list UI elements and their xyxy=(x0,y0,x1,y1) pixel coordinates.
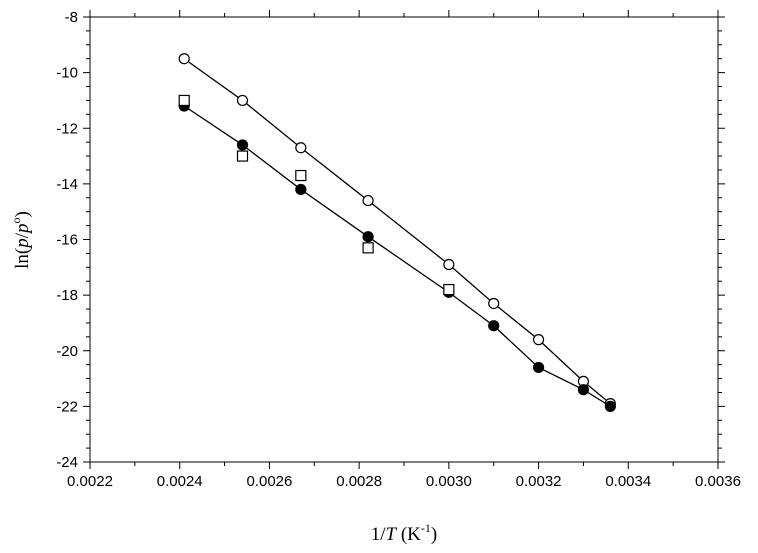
plot-frame xyxy=(89,16,719,463)
point xyxy=(604,400,616,412)
y-tick-label: -16 xyxy=(56,232,78,249)
y-label-part: / xyxy=(12,232,33,238)
point xyxy=(178,53,190,65)
x-tick-label: 0.0028 xyxy=(336,473,382,490)
point xyxy=(488,320,500,332)
x-label-part: 1/ xyxy=(371,524,387,545)
x-tick-label: 0.0022 xyxy=(67,473,113,490)
x-axis-label: 1/T (K-1) xyxy=(371,521,438,545)
point xyxy=(443,258,455,271)
x-label-part: T xyxy=(386,524,398,545)
x-tick-label: 0.0034 xyxy=(605,473,651,490)
y-tick-label: -10 xyxy=(56,65,78,82)
x-tick-label: 0.0024 xyxy=(157,473,203,490)
series-line xyxy=(183,58,611,405)
point xyxy=(236,139,249,151)
x-tick-label: 0.0032 xyxy=(516,473,562,490)
series-line xyxy=(183,105,611,407)
point xyxy=(532,334,545,346)
point xyxy=(362,231,374,243)
y-label-part: p xyxy=(12,223,33,235)
y-tick-label: -18 xyxy=(56,287,78,304)
y-label-part: ln( xyxy=(12,248,33,269)
y-label-part: o xyxy=(9,217,23,223)
point xyxy=(443,283,455,296)
y-tick-label: -22 xyxy=(56,398,78,415)
y-tick-label: -24 xyxy=(56,454,78,471)
point xyxy=(362,194,374,207)
y-label-part: ) xyxy=(12,211,33,217)
x-label-part: -1 xyxy=(421,521,431,535)
x-tick-label: 0.0026 xyxy=(246,473,292,490)
y-axis-label: ln(p/po) xyxy=(9,211,33,269)
x-label-part: (K xyxy=(396,524,421,545)
point xyxy=(577,384,590,396)
point xyxy=(295,183,307,196)
point xyxy=(236,94,249,107)
point xyxy=(236,150,249,162)
point xyxy=(488,297,500,310)
x-label-part: ) xyxy=(431,524,437,545)
point xyxy=(178,94,190,107)
point xyxy=(362,242,374,254)
y-tick-label: -20 xyxy=(56,343,78,360)
point xyxy=(295,142,307,154)
y-tick-label: -14 xyxy=(56,176,78,193)
y-tick-label: -8 xyxy=(65,9,78,26)
x-tick-label: 0.0030 xyxy=(426,473,472,490)
y-label-part: p xyxy=(12,238,33,250)
y-tick-label: -12 xyxy=(56,120,78,137)
x-tick-label: 0.0036 xyxy=(695,473,741,490)
point xyxy=(532,361,545,374)
point xyxy=(295,169,307,182)
